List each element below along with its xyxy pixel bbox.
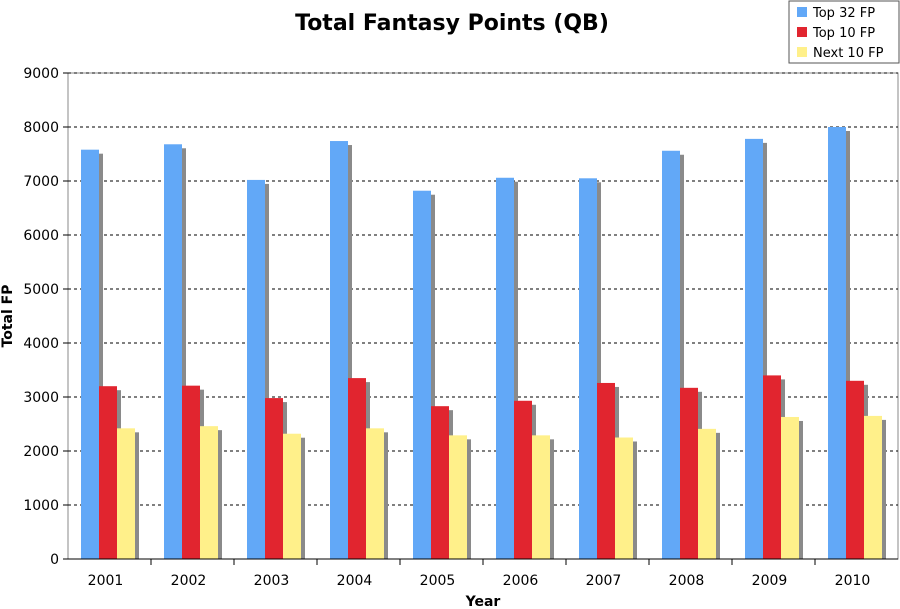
x-axis-label: Year — [465, 594, 501, 609]
y-tick-label: 9000 — [23, 66, 59, 82]
x-tick-label: 2005 — [420, 573, 456, 589]
legend-swatch — [797, 27, 807, 37]
x-tick-label: 2002 — [171, 573, 207, 589]
x-axis-ticks: 2001 2002 2003 2004 2005 2006 2007 2008 2009 2010 — [68, 558, 898, 589]
bar — [828, 127, 846, 559]
y-axis-label: Total FP — [0, 285, 16, 348]
y-tick-label: 1000 — [23, 498, 59, 514]
bar — [283, 433, 301, 559]
bar — [348, 378, 366, 559]
bar — [597, 382, 615, 559]
x-tick-label: 2001 — [88, 573, 124, 589]
bar — [330, 141, 348, 560]
bar — [81, 149, 99, 559]
bar — [615, 437, 633, 559]
legend-swatch — [797, 47, 807, 57]
x-tick-label: 2009 — [752, 573, 788, 589]
x-tick-label: 2010 — [835, 573, 871, 589]
bar — [247, 179, 265, 560]
bar — [413, 190, 431, 559]
bar — [265, 398, 283, 559]
bar — [864, 415, 882, 559]
x-tick-label: 2006 — [503, 573, 539, 589]
bar — [496, 177, 514, 559]
bar — [579, 178, 597, 560]
y-tick-label: 5000 — [23, 282, 59, 298]
legend-label: Top 32 FP — [812, 6, 875, 21]
bar — [662, 150, 680, 559]
bar — [366, 428, 384, 559]
bar — [698, 428, 716, 559]
x-tick-label: 2003 — [254, 573, 290, 589]
x-tick-label: 2007 — [586, 573, 622, 589]
legend-box — [788, 0, 900, 64]
bar — [164, 144, 182, 559]
bar — [680, 387, 698, 559]
y-tick-label: 6000 — [23, 228, 59, 244]
legend-label: Next 10 FP — [813, 46, 884, 61]
bar — [514, 400, 532, 559]
x-tick-label: 2004 — [337, 573, 373, 589]
bar — [532, 435, 550, 559]
bar — [182, 385, 200, 559]
legend-label: Top 10 FP — [812, 26, 875, 41]
legend: Top 32 FP Top 10 FP Next 10 FP — [788, 0, 900, 64]
x-tick-label: 2008 — [669, 573, 705, 589]
bar — [99, 386, 117, 559]
bar — [745, 138, 763, 559]
bar — [117, 428, 135, 559]
y-axis-ticks: 0 1000 2000 3000 4000 5000 6000 7000 8000 9000 — [23, 66, 68, 568]
bar — [763, 375, 781, 559]
y-tick-label: 0 — [50, 552, 59, 568]
y-tick-label: 2000 — [23, 444, 59, 460]
bar — [449, 435, 467, 559]
bar — [200, 426, 218, 559]
bar — [781, 416, 799, 559]
chart-title: Total Fantasy Points (QB) — [295, 11, 609, 36]
bars — [81, 127, 886, 560]
bar — [431, 406, 449, 559]
y-tick-label: 3000 — [23, 390, 59, 406]
y-tick-label: 4000 — [23, 336, 59, 352]
y-tick-label: 7000 — [23, 174, 59, 190]
y-tick-label: 8000 — [23, 120, 59, 136]
legend-swatch — [797, 7, 807, 17]
bar — [846, 380, 864, 559]
